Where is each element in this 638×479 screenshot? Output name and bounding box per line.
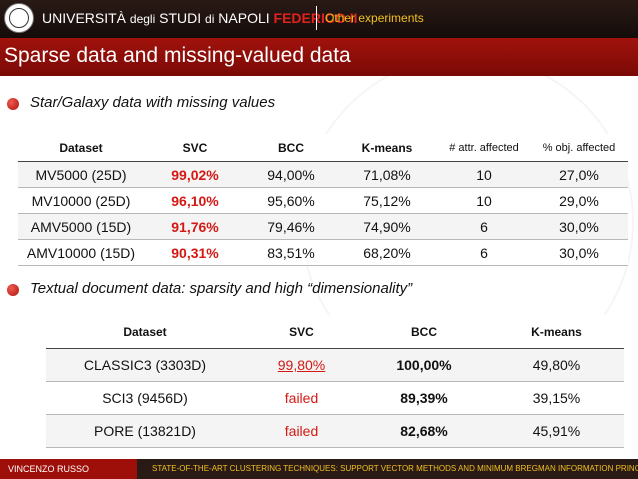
uni-degli: degli [129, 12, 156, 26]
table-row: MV5000 (25D) 99,02% 94,00% 71,08% 10 27,… [18, 161, 628, 188]
table-row: AMV5000 (15D) 91,76% 79,46% 74,90% 6 30,… [18, 213, 628, 240]
uni-napoli: NAPOLI [218, 10, 270, 26]
header-divider [316, 6, 317, 30]
title-bar: Sparse data and missing-valued data [0, 38, 638, 76]
university-name: UNIVERSITÀ degli STUDI di NAPOLI FEDERIC… [42, 10, 358, 26]
cell-kmeans: 49,80% [489, 348, 624, 382]
cell-dataset: AMV10000 (15D) [18, 239, 144, 266]
table-row: PORE (13821D) failed 82,68% 45,91% [46, 414, 624, 448]
cell-svc: 99,80% [244, 348, 359, 382]
cell-attr: 6 [438, 213, 530, 240]
table-row: MV10000 (25D) 96,10% 95,60% 75,12% 10 29… [18, 187, 628, 214]
col-header-kmeans: K-means [489, 315, 624, 349]
cell-dataset: AMV5000 (15D) [18, 213, 144, 240]
cell-dataset: SCI3 (9456D) [46, 381, 244, 415]
cell-obj: 27,0% [530, 161, 628, 188]
cell-kmeans: 68,20% [336, 239, 438, 266]
col-header-svc: SVC [244, 315, 359, 349]
cell-bcc: 95,60% [246, 187, 336, 214]
cell-bcc: 89,39% [359, 381, 489, 415]
uni-federico: FEDERICO II [273, 10, 358, 26]
cell-svc: failed [244, 381, 359, 415]
cell-kmeans: 39,15% [489, 381, 624, 415]
col-header-bcc: BCC [359, 315, 489, 349]
red-bullet-icon [7, 284, 19, 296]
slide-title: Sparse data and missing-valued data [4, 44, 351, 67]
bullet-text-1: Star/Galaxy data with missing values [30, 94, 276, 111]
cell-bcc: 79,46% [246, 213, 336, 240]
cell-kmeans: 74,90% [336, 213, 438, 240]
col-header-bcc: BCC [246, 134, 336, 162]
cell-svc: 99,02% [144, 161, 246, 188]
cell-dataset: MV5000 (25D) [18, 161, 144, 188]
header-bar: UNIVERSITÀ degli STUDI di NAPOLI FEDERIC… [0, 0, 638, 38]
cell-attr: 10 [438, 187, 530, 214]
uni-studi: STUDI [159, 10, 202, 26]
cell-attr: 10 [438, 161, 530, 188]
cell-svc: 90,31% [144, 239, 246, 266]
cell-dataset: CLASSIC3 (3303D) [46, 348, 244, 382]
cell-kmeans: 71,08% [336, 161, 438, 188]
table-header-row: Dataset SVC BCC K-means # attr. affected… [18, 134, 628, 162]
textual-data-table: Dataset SVC BCC K-means CLASSIC3 (3303D)… [46, 315, 624, 448]
university-seal-icon [4, 3, 34, 33]
cell-bcc: 82,68% [359, 414, 489, 448]
cell-svc: failed [244, 414, 359, 448]
col-header-dataset: Dataset [18, 134, 144, 162]
table-header-row: Dataset SVC BCC K-means [46, 315, 624, 349]
col-header-attr: # attr. affected [438, 134, 530, 162]
cell-svc: 91,76% [144, 213, 246, 240]
cell-kmeans: 75,12% [336, 187, 438, 214]
table-row: AMV10000 (15D) 90,31% 83,51% 68,20% 6 30… [18, 239, 628, 266]
cell-kmeans: 45,91% [489, 414, 624, 448]
footer-subtitle: STATE-OF-THE-ART CLUSTERING TECHNIQUES: … [152, 464, 638, 473]
cell-attr: 6 [438, 239, 530, 266]
red-bullet-icon [7, 98, 19, 110]
col-header-dataset: Dataset [46, 315, 244, 349]
uni-prefix: UNIVERSITÀ [42, 10, 127, 26]
cell-bcc: 94,00% [246, 161, 336, 188]
section-label: Other experiments [325, 11, 424, 25]
footer-author: VINCENZO RUSSO [8, 464, 90, 474]
cell-bcc: 83,51% [246, 239, 336, 266]
cell-obj: 29,0% [530, 187, 628, 214]
table-row: SCI3 (9456D) failed 89,39% 39,15% [46, 381, 624, 415]
col-header-svc: SVC [144, 134, 246, 162]
table-row: CLASSIC3 (3303D) 99,80% 100,00% 49,80% [46, 348, 624, 382]
cell-dataset: PORE (13821D) [46, 414, 244, 448]
cell-svc: 96,10% [144, 187, 246, 214]
cell-dataset: MV10000 (25D) [18, 187, 144, 214]
uni-di: di [205, 12, 215, 26]
footer-author-box: VINCENZO RUSSO [0, 459, 137, 479]
col-header-obj: % obj. affected [530, 134, 628, 162]
col-header-kmeans: K-means [336, 134, 438, 162]
star-galaxy-table: Dataset SVC BCC K-means # attr. affected… [18, 134, 628, 266]
bullet-text-2: Textual document data: sparsity and high… [30, 280, 413, 297]
footer-bar: VINCENZO RUSSO STATE-OF-THE-ART CLUSTERI… [0, 459, 638, 479]
cell-bcc: 100,00% [359, 348, 489, 382]
cell-obj: 30,0% [530, 239, 628, 266]
cell-obj: 30,0% [530, 213, 628, 240]
